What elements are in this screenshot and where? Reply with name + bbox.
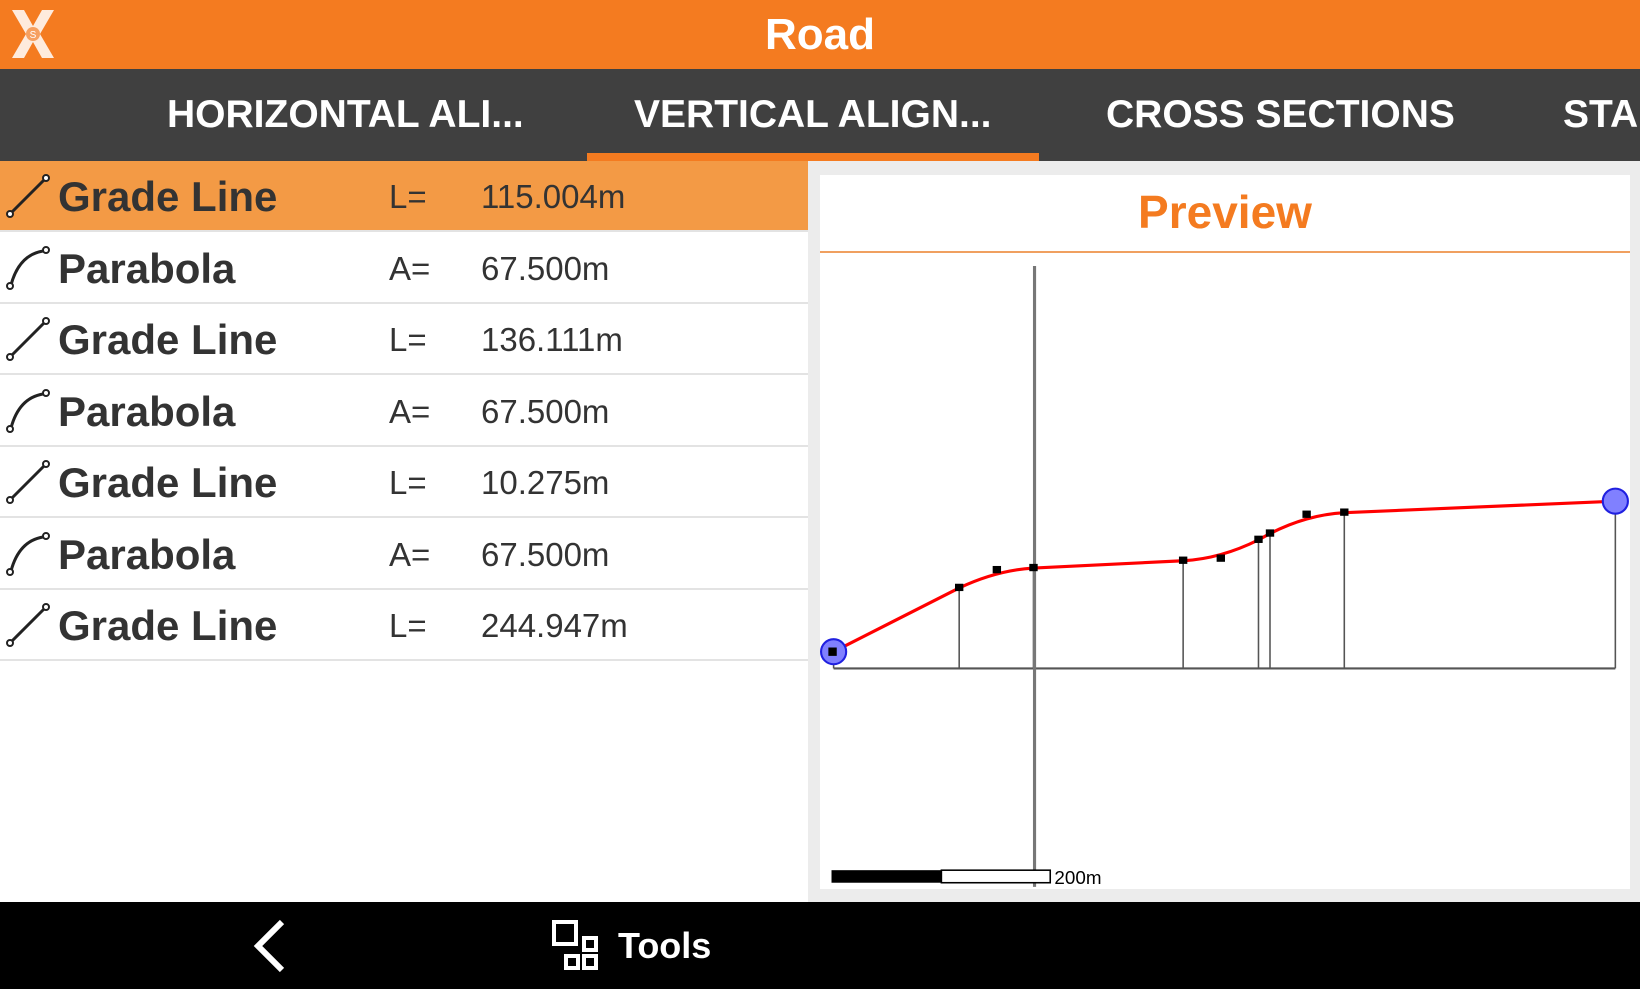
parameter-value: 244.947m [481, 607, 628, 644]
page-title: Road [765, 10, 875, 59]
back-chevron-icon[interactable] [250, 918, 290, 974]
list-item-grade-line[interactable]: Grade Line L= 244.947m [0, 590, 808, 661]
parabola-icon [6, 245, 50, 290]
parameter-label: L= [389, 607, 427, 644]
tab-vertical-alignment[interactable]: VERTICAL ALIGN... [587, 69, 1038, 161]
profile-line [832, 499, 1616, 654]
grade-line-icon [6, 460, 50, 504]
logo-letter: S [30, 30, 37, 41]
preview-divider [820, 251, 1630, 253]
end-point-marker [1601, 487, 1629, 515]
vertex-marker [1178, 556, 1188, 564]
tools-button[interactable]: Tools [552, 920, 711, 972]
parameter-label: A= [389, 535, 431, 573]
element-name: Grade Line [58, 602, 278, 649]
parabola-icon [6, 388, 50, 433]
vertex-marker [1340, 508, 1349, 516]
list-item-parabola[interactable]: Parabola A= 67.500m [0, 519, 808, 590]
profile-preview[interactable]: 200m [820, 175, 1630, 889]
grade-line-icon [6, 174, 50, 218]
scale-bar-filled [831, 870, 942, 883]
bottom-bar: Tools [0, 902, 1640, 989]
vertical-element-list: Grade Line L= 115.004m Parabola A= 67.500m Gra… [0, 161, 808, 902]
element-name: Grade Line [58, 316, 278, 363]
parameter-value: 67.500m [481, 535, 610, 573]
parameter-label: A= [389, 249, 431, 287]
title-bar: S Road [0, 0, 1640, 69]
vertex-marker [1254, 535, 1263, 543]
parameter-label: L= [389, 321, 427, 358]
parameter-value: 67.500m [481, 249, 610, 287]
vertex-marker [1302, 510, 1311, 518]
tools-label: Tools [618, 925, 712, 966]
list-item-parabola[interactable]: Parabola A= 67.500m [0, 376, 808, 447]
vertex-marker [955, 583, 964, 592]
element-name: Grade Line [58, 459, 278, 506]
parameter-value: 67.500m [481, 392, 610, 430]
tab-stations[interactable]: STA [1563, 93, 1639, 136]
preview-panel: Preview 200m [820, 175, 1630, 889]
tab-bar: HORIZONTAL ALI... VERTICAL ALIGN... CROS… [0, 69, 1640, 161]
scale-bar-label: 200m [1054, 867, 1101, 888]
scale-bar-empty [940, 869, 1052, 884]
list-item-grade-line[interactable]: Grade Line L= 136.111m [0, 304, 808, 375]
parameter-label: L= [389, 464, 427, 501]
element-name: Parabola [58, 244, 236, 292]
preview-title: Preview [1138, 186, 1312, 238]
parabola-icon [6, 531, 50, 576]
tab-horizontal-alignment[interactable]: HORIZONTAL ALI... [167, 93, 524, 136]
vertex-marker [1029, 563, 1038, 572]
element-name: Parabola [58, 387, 236, 435]
element-name: Parabola [58, 530, 236, 578]
parameter-label: A= [389, 392, 431, 430]
tools-grid-icon [552, 920, 598, 970]
parameter-label: L= [389, 178, 427, 215]
grade-line-icon [6, 603, 50, 647]
parameter-value: 10.275m [481, 464, 610, 501]
list-item-grade-line[interactable]: Grade Line L= 10.275m [0, 447, 808, 518]
grade-line-icon [6, 317, 50, 361]
parameter-value: 115.004m [481, 178, 626, 215]
vertex-marker [1216, 554, 1225, 562]
start-vertex-marker [828, 647, 837, 656]
vertex-marker [1265, 529, 1275, 537]
list-item-grade-line[interactable]: Grade Line L= 115.004m [0, 161, 808, 232]
tab-cross-sections[interactable]: CROSS SECTIONS [1106, 93, 1455, 136]
element-name: Grade Line [58, 173, 278, 220]
app-logo-icon[interactable]: S [8, 8, 58, 60]
vertex-marker [992, 565, 1002, 574]
parameter-value: 136.111m [481, 321, 623, 358]
list-item-parabola[interactable]: Parabola A= 67.500m [0, 233, 808, 304]
